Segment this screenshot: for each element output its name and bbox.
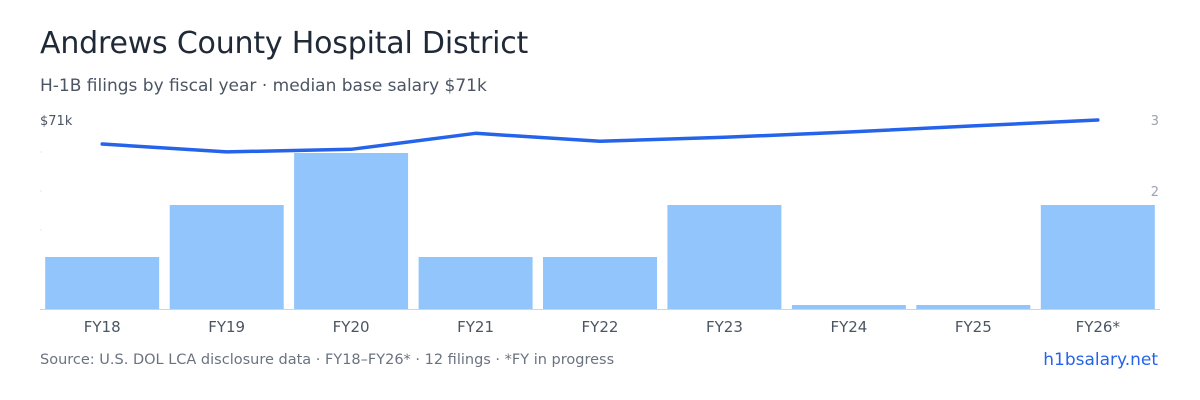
x-tick-label: FY18 bbox=[84, 318, 121, 336]
left-axis-tick-mark bbox=[40, 190, 42, 192]
right-axis-tick-label: 2 bbox=[1151, 185, 1159, 200]
bar-fy20[interactable] bbox=[294, 153, 409, 309]
bar-fy26-partial[interactable] bbox=[1040, 205, 1155, 309]
x-tick-label: FY25 bbox=[955, 318, 992, 336]
right-axis-tick-label: 3 bbox=[1151, 114, 1159, 129]
bar-fy18[interactable] bbox=[45, 257, 160, 309]
source-note: Source: U.S. DOL LCA disclosure data · F… bbox=[40, 352, 615, 368]
left-axis-tick-mark bbox=[40, 151, 42, 153]
bar-fy21[interactable] bbox=[418, 257, 533, 309]
bar-fy19[interactable] bbox=[169, 205, 284, 309]
chart-title: Andrews County Hospital District bbox=[40, 26, 529, 61]
bar-fy23[interactable] bbox=[667, 205, 782, 309]
x-tick-label: FY26* bbox=[1076, 318, 1121, 336]
x-tick-label: FY22 bbox=[582, 318, 619, 336]
x-tick-label: FY19 bbox=[208, 318, 245, 336]
bar-fy24[interactable] bbox=[791, 305, 906, 309]
x-tick-label: FY24 bbox=[830, 318, 867, 336]
bar-fy22[interactable] bbox=[543, 257, 657, 309]
salary-line bbox=[100, 118, 1100, 154]
x-tick-label: FY23 bbox=[706, 318, 743, 336]
x-tick-label: FY21 bbox=[457, 318, 494, 336]
left-axis-tick-label: $71k bbox=[40, 114, 73, 129]
brand-link[interactable]: h1bsalary.net bbox=[1043, 350, 1158, 370]
x-tick-label: FY20 bbox=[333, 318, 370, 336]
chart-subtitle: H-1B filings by fiscal year · median bas… bbox=[40, 76, 487, 96]
left-axis-tick-mark bbox=[40, 229, 42, 231]
bar-fy25[interactable] bbox=[916, 305, 1031, 309]
